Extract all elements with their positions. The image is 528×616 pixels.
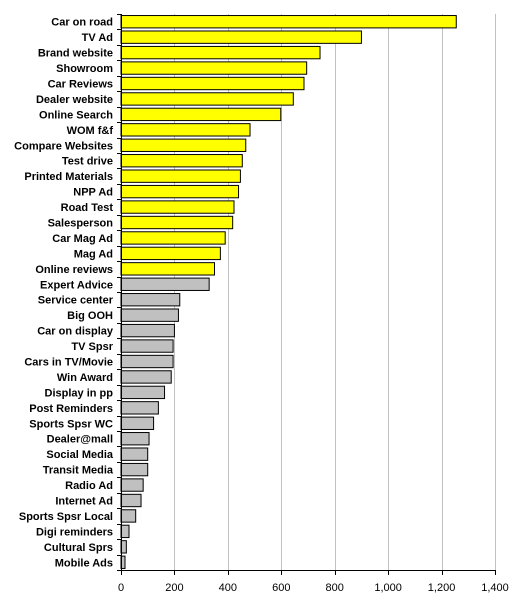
category-label: Showroom <box>56 63 113 75</box>
category-label: Display in pp <box>45 387 114 399</box>
bar <box>120 293 181 307</box>
bar <box>120 462 149 477</box>
category-label: Radio Ad <box>65 480 113 492</box>
bar <box>120 262 215 276</box>
bar <box>120 92 294 106</box>
bar <box>120 200 235 214</box>
category-label: Dealer website <box>36 94 113 106</box>
category-label: Mag Ad <box>74 248 113 260</box>
category-label: Win Award <box>57 372 113 384</box>
x-tick-label: 200 <box>165 582 183 594</box>
axes <box>117 14 496 575</box>
category-label: Social Media <box>46 449 114 461</box>
bar <box>120 138 247 152</box>
bar <box>120 370 172 384</box>
category-label: Internet Ad <box>55 496 113 508</box>
bar <box>120 107 282 122</box>
x-tick-label: 1,200 <box>428 582 456 594</box>
bar <box>120 339 174 353</box>
category-label: Online reviews <box>35 264 113 276</box>
x-tick-label: 400 <box>219 582 237 594</box>
category-label: Car on road <box>51 17 113 29</box>
category-label: WOM f&f <box>67 125 114 137</box>
bar <box>120 509 137 523</box>
x-tick-label: 0 <box>118 582 124 594</box>
bar <box>120 231 226 245</box>
category-label: Dealer@mall <box>47 434 113 446</box>
category-label: Transit Media <box>43 465 114 477</box>
category-labels: Car on road TV Ad Brand website Showroom Car… <box>14 17 114 570</box>
bar <box>120 385 166 400</box>
bar <box>120 478 144 492</box>
bar <box>120 61 308 75</box>
category-label: Cars in TV/Movie <box>24 357 113 369</box>
category-label: Digi reminders <box>36 526 113 538</box>
bar <box>120 45 321 60</box>
gridlines <box>174 14 496 570</box>
category-label: Car Mag Ad <box>52 233 113 245</box>
category-label: Compare Websites <box>14 140 113 152</box>
bar <box>120 432 150 446</box>
category-label: Big OOH <box>67 310 113 322</box>
bar <box>120 15 457 29</box>
bar <box>120 123 251 137</box>
bar <box>120 401 159 415</box>
category-label: Printed Materials <box>24 171 113 183</box>
category-label: Salesperson <box>48 218 114 230</box>
category-label: NPP Ad <box>73 187 113 199</box>
bar <box>120 416 155 430</box>
category-label: Road Test <box>61 202 114 214</box>
bar <box>120 154 243 168</box>
x-tick-label: 1,000 <box>374 582 402 594</box>
bar <box>120 524 130 539</box>
x-tick-label: 600 <box>272 582 290 594</box>
bar <box>120 30 362 44</box>
bar <box>120 308 179 322</box>
category-label: Expert Advice <box>40 279 113 291</box>
bar <box>120 246 221 261</box>
bar <box>120 169 241 183</box>
bar <box>120 215 234 230</box>
tick-labels: 0 200 400 600 800 1,000 1,200 1,400 <box>118 582 509 594</box>
bar <box>120 354 174 369</box>
bar <box>120 184 240 199</box>
bar <box>120 76 305 91</box>
category-label: TV Ad <box>82 32 113 44</box>
category-label: Service center <box>38 295 114 307</box>
category-label: Post Reminders <box>29 403 113 415</box>
bars <box>120 15 457 569</box>
category-label: Mobile Ads <box>55 557 113 569</box>
category-label: Test drive <box>62 156 113 168</box>
category-label: Car Reviews <box>48 79 113 91</box>
bar <box>120 493 142 508</box>
category-label: TV Spsr <box>71 341 113 353</box>
category-label: Sports Spsr Local <box>19 511 113 523</box>
x-tick-label: 1,400 <box>481 582 509 594</box>
x-tick-label: 800 <box>326 582 344 594</box>
category-label: Cultural Sprs <box>44 542 113 554</box>
bar <box>120 447 149 461</box>
bar <box>120 323 175 338</box>
category-label: Sports Spsr WC <box>29 418 113 430</box>
category-label: Brand website <box>38 48 113 60</box>
category-label: Car on display <box>37 326 114 338</box>
bar <box>120 277 210 291</box>
category-label: Online Search <box>39 109 113 121</box>
